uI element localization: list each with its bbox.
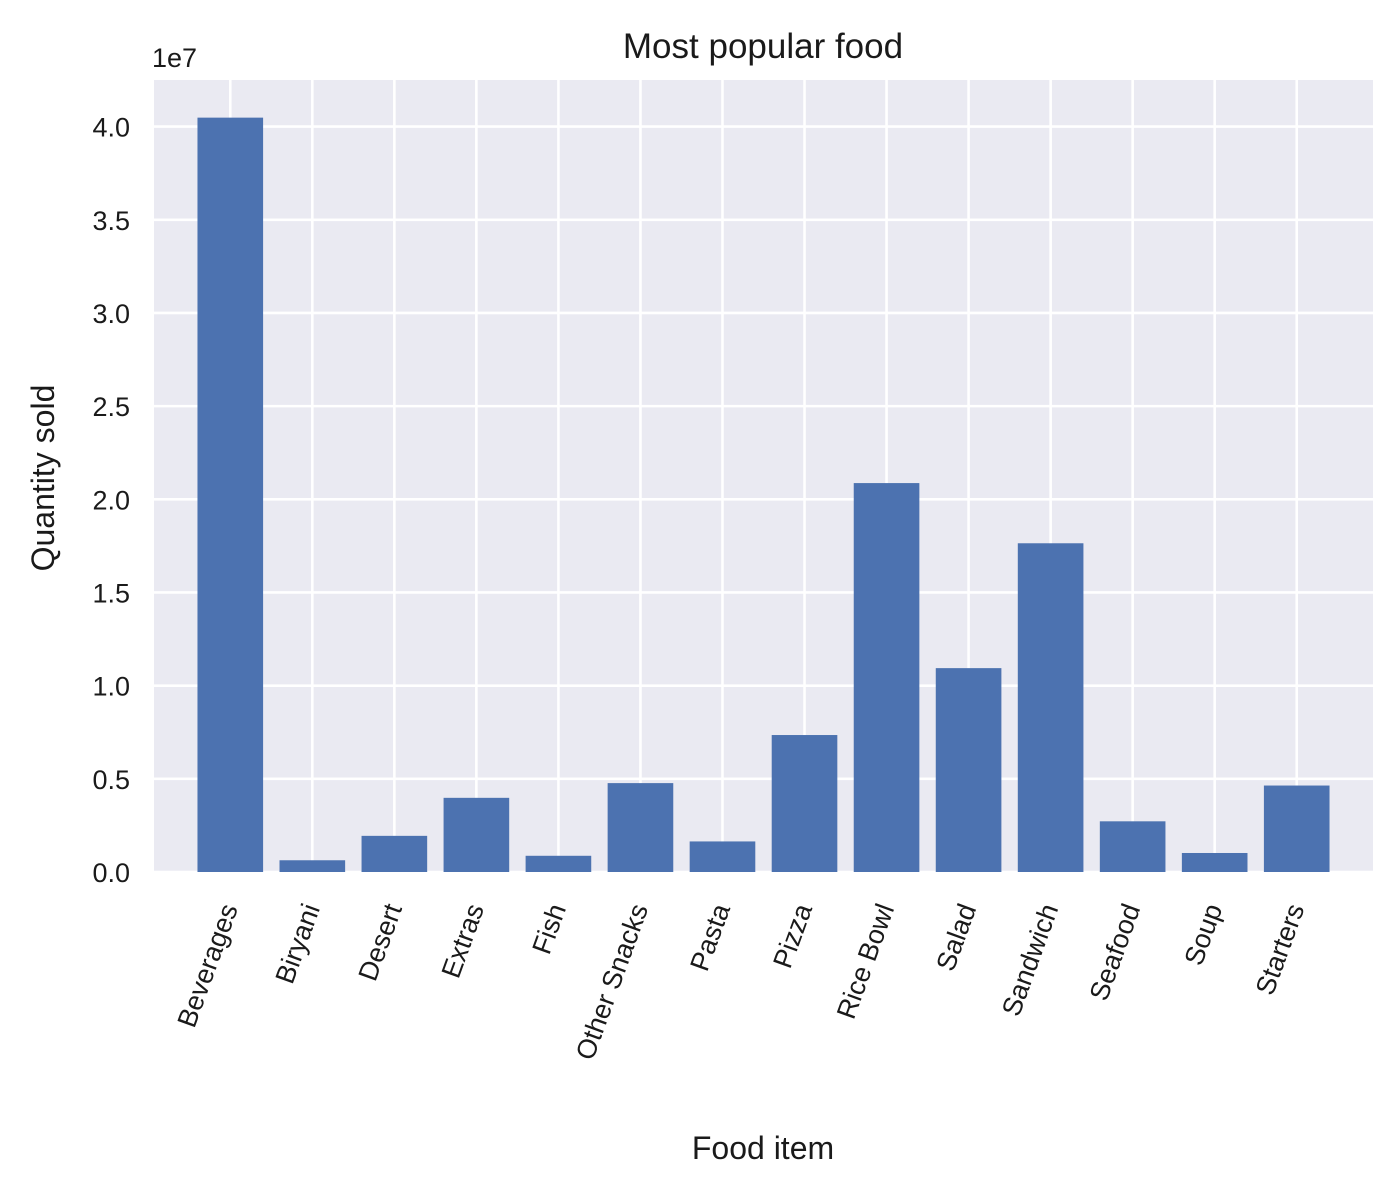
x-tick-label: Beverages	[172, 900, 244, 1032]
bar-pizza	[771, 735, 838, 872]
bar-sandwich	[1017, 543, 1084, 872]
y-axis-label: Quantity sold	[25, 385, 61, 572]
bar-extras	[443, 797, 510, 872]
x-tick-label: Sandwich	[996, 900, 1064, 1020]
x-tick-label: Fish	[526, 900, 572, 958]
bar-starters	[1263, 785, 1330, 872]
y-tick-label: 2.5	[92, 392, 130, 422]
y-tick-label: 1.0	[92, 672, 130, 702]
bar-fish	[525, 855, 592, 872]
y-tick-label: 4.0	[92, 113, 130, 143]
bar-other-snacks	[607, 783, 674, 872]
bar-salad	[935, 668, 1002, 872]
x-tick-label: Desert	[353, 899, 409, 984]
bars-group	[197, 117, 1330, 872]
bar-biryani	[279, 860, 346, 872]
x-tick-label: Starters	[1250, 900, 1311, 999]
plot-background	[154, 80, 1373, 872]
y-gridlines	[154, 125, 1373, 874]
x-tick-label: Pasta	[684, 899, 736, 975]
chart-title: Most popular food	[623, 27, 903, 66]
x-tick-label: Pizza	[767, 899, 818, 972]
y-tick-label: 3.5	[92, 206, 130, 236]
x-tick-label: Biryani	[270, 900, 326, 988]
x-tick-label: Rice Bowl	[831, 900, 900, 1023]
y-tick-label: 3.0	[92, 299, 130, 329]
x-tick-label: Soup	[1179, 900, 1229, 970]
bar-beverages	[197, 117, 264, 872]
y-tick-label: 0.0	[92, 858, 130, 888]
bar-pasta	[689, 841, 756, 872]
x-tick-label: Other Snacks	[570, 900, 654, 1064]
y-tick-label: 2.0	[92, 485, 130, 515]
x-tick-label: Salad	[930, 900, 982, 975]
y-offset-label: 1e7	[152, 43, 197, 73]
bar-rice-bowl	[853, 483, 920, 872]
y-tick-label: 1.5	[92, 578, 130, 608]
x-tick-label: Seafood	[1084, 900, 1147, 1005]
y-tick-label: 0.5	[92, 765, 130, 795]
x-tick-label: Extras	[436, 900, 490, 982]
bar-desert	[361, 835, 428, 872]
x-axis-label: Food item	[692, 1130, 834, 1166]
bar-seafood	[1099, 821, 1166, 872]
y-tick-labels: 0.0 0.5 1.0 1.5 2.0 2.5 3.0 3.5 4.0	[92, 113, 130, 888]
bar-soup	[1181, 852, 1248, 872]
x-gridlines	[228, 80, 1299, 872]
